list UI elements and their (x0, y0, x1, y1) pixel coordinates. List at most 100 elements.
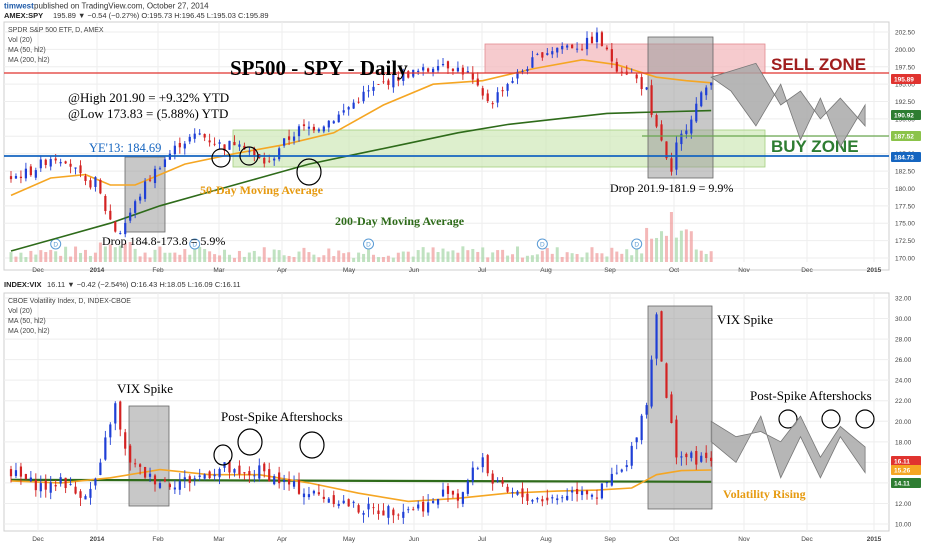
vix-candle-body (243, 472, 246, 474)
vix-candle-body (347, 499, 350, 507)
volume-bar (650, 238, 654, 262)
volume-bar (401, 251, 405, 262)
vix-candle-body (89, 488, 92, 498)
circle-marker-3 (296, 158, 322, 186)
vix-candle-body (660, 311, 663, 362)
vix-candle-body (377, 510, 380, 515)
drop-box-2 (647, 36, 714, 179)
vix-candle-body (501, 480, 504, 484)
lower-header-bar (0, 279, 932, 289)
spy-candle-body (183, 143, 186, 149)
volume-bar (19, 252, 23, 262)
annotation-aftershocks-1: Post-Spike Aftershocks (221, 409, 343, 424)
spy-candle-body (233, 142, 236, 146)
vix-candle-body (585, 490, 589, 495)
spy-candle-body (561, 45, 564, 50)
top-x-tick-label: Oct (669, 267, 679, 274)
volume-bar (267, 257, 271, 262)
spy-candle-body (451, 68, 455, 71)
spy-candle-body (580, 48, 584, 50)
top-y-axis: 202.50200.00197.50195.00192.50190.00187.… (895, 30, 915, 263)
top-price-badge-bg (891, 110, 921, 120)
vix-candle-body (208, 471, 211, 479)
spy-candle-body (213, 143, 216, 145)
volume-bar (227, 254, 231, 262)
vix-candle-body (14, 470, 18, 476)
vix-candle-body (19, 466, 23, 477)
top-x-tick-label: Dec (32, 267, 44, 274)
vix-candle-body (74, 486, 77, 494)
top-y-tick-label: 170.00 (895, 256, 915, 263)
header-published: published on TradingView.com, October 27… (34, 2, 209, 11)
spy-candle-body (441, 63, 445, 66)
spy-candle-body (402, 72, 405, 81)
volume-bar (530, 255, 534, 262)
volume-bar (620, 253, 624, 262)
volume-bar (178, 254, 182, 262)
vix-candle-body (292, 481, 296, 487)
spy-candle-body (119, 233, 122, 234)
dividend-marker-label: D (53, 242, 58, 249)
spy-candle-body (248, 151, 251, 153)
volume-bar (655, 237, 659, 262)
bottom-lines (10, 468, 712, 503)
volume-bar (39, 250, 43, 262)
volume-bar (213, 254, 217, 262)
top-x-tick-label: Feb (152, 267, 164, 274)
annotation-ye13: YE'13: 184.69 (89, 141, 161, 155)
spy-projection-band (710, 62, 866, 148)
bottom-price-badge-label: 14.11 (894, 481, 910, 488)
vix-candle-body (546, 497, 549, 501)
spy-candle-body (253, 148, 256, 156)
spy-candle-body (49, 159, 52, 167)
vix-candle-body (253, 475, 256, 477)
volume-bar (511, 254, 515, 262)
volume-bar (49, 249, 53, 262)
spy-candle-body (605, 47, 608, 50)
top-legend-3: MA (50, hl2) (8, 47, 46, 54)
top-x-tick-label: Apr (277, 267, 288, 274)
top-quote: 195.89 ▼ −0.54 (−0.27%) O:195.73 H:196.4… (53, 11, 269, 20)
vix-candle-body (431, 501, 435, 503)
spy-candle-body (590, 36, 594, 44)
volume-bar (570, 253, 574, 262)
spy-candle-body (292, 136, 296, 141)
vix-candle-body (263, 463, 266, 472)
vix-candle-body (94, 478, 97, 486)
header-author[interactable]: timwest (4, 2, 34, 11)
annotation-ma50: 50-Day Moving Average (200, 183, 324, 197)
volume-bar (143, 252, 147, 262)
bottom-y-axis: 32.00 30.00 28.00 26.00 24.00 22.00 20.00 18.00… (895, 296, 912, 529)
vix-candle-body (451, 490, 455, 495)
spy-candle-body (575, 48, 579, 50)
volume-bar (322, 255, 326, 262)
top-y-tick-label: 200.00 (895, 47, 915, 54)
volume-bar (550, 253, 554, 262)
bottom-x-axis: Dec 2014 Feb Mar Apr May Jun Jul Aug Sep Oct Nov Dec… (32, 536, 881, 543)
spy-candle-body (9, 176, 13, 180)
spy-candle-body (367, 90, 370, 92)
volume-bar (312, 254, 316, 262)
volume-bar (709, 251, 713, 262)
circle-marker-8 (821, 409, 841, 429)
vix-candle-body (635, 437, 638, 443)
spy-candle-body (536, 53, 539, 55)
spy-candle-body (143, 181, 147, 199)
spy-candle-body (44, 159, 47, 166)
vix-candle-body (163, 479, 167, 482)
vix-candle-body (139, 464, 142, 467)
spy-candle-body (516, 71, 519, 79)
volume-bar (506, 255, 510, 262)
vix-candle-body (665, 363, 668, 398)
bottom-x-tick-label: Jun (409, 536, 420, 543)
spy-candle-body (531, 57, 534, 68)
volume-bar (476, 251, 480, 262)
volume-bar (585, 252, 589, 262)
top-price-badge-label: 190.92 (894, 113, 914, 120)
volume-bar (545, 248, 549, 262)
vix-candle-body (158, 483, 162, 488)
volume-bar (446, 251, 450, 262)
volume-bar (342, 253, 346, 262)
vix-candle-body (630, 445, 633, 466)
